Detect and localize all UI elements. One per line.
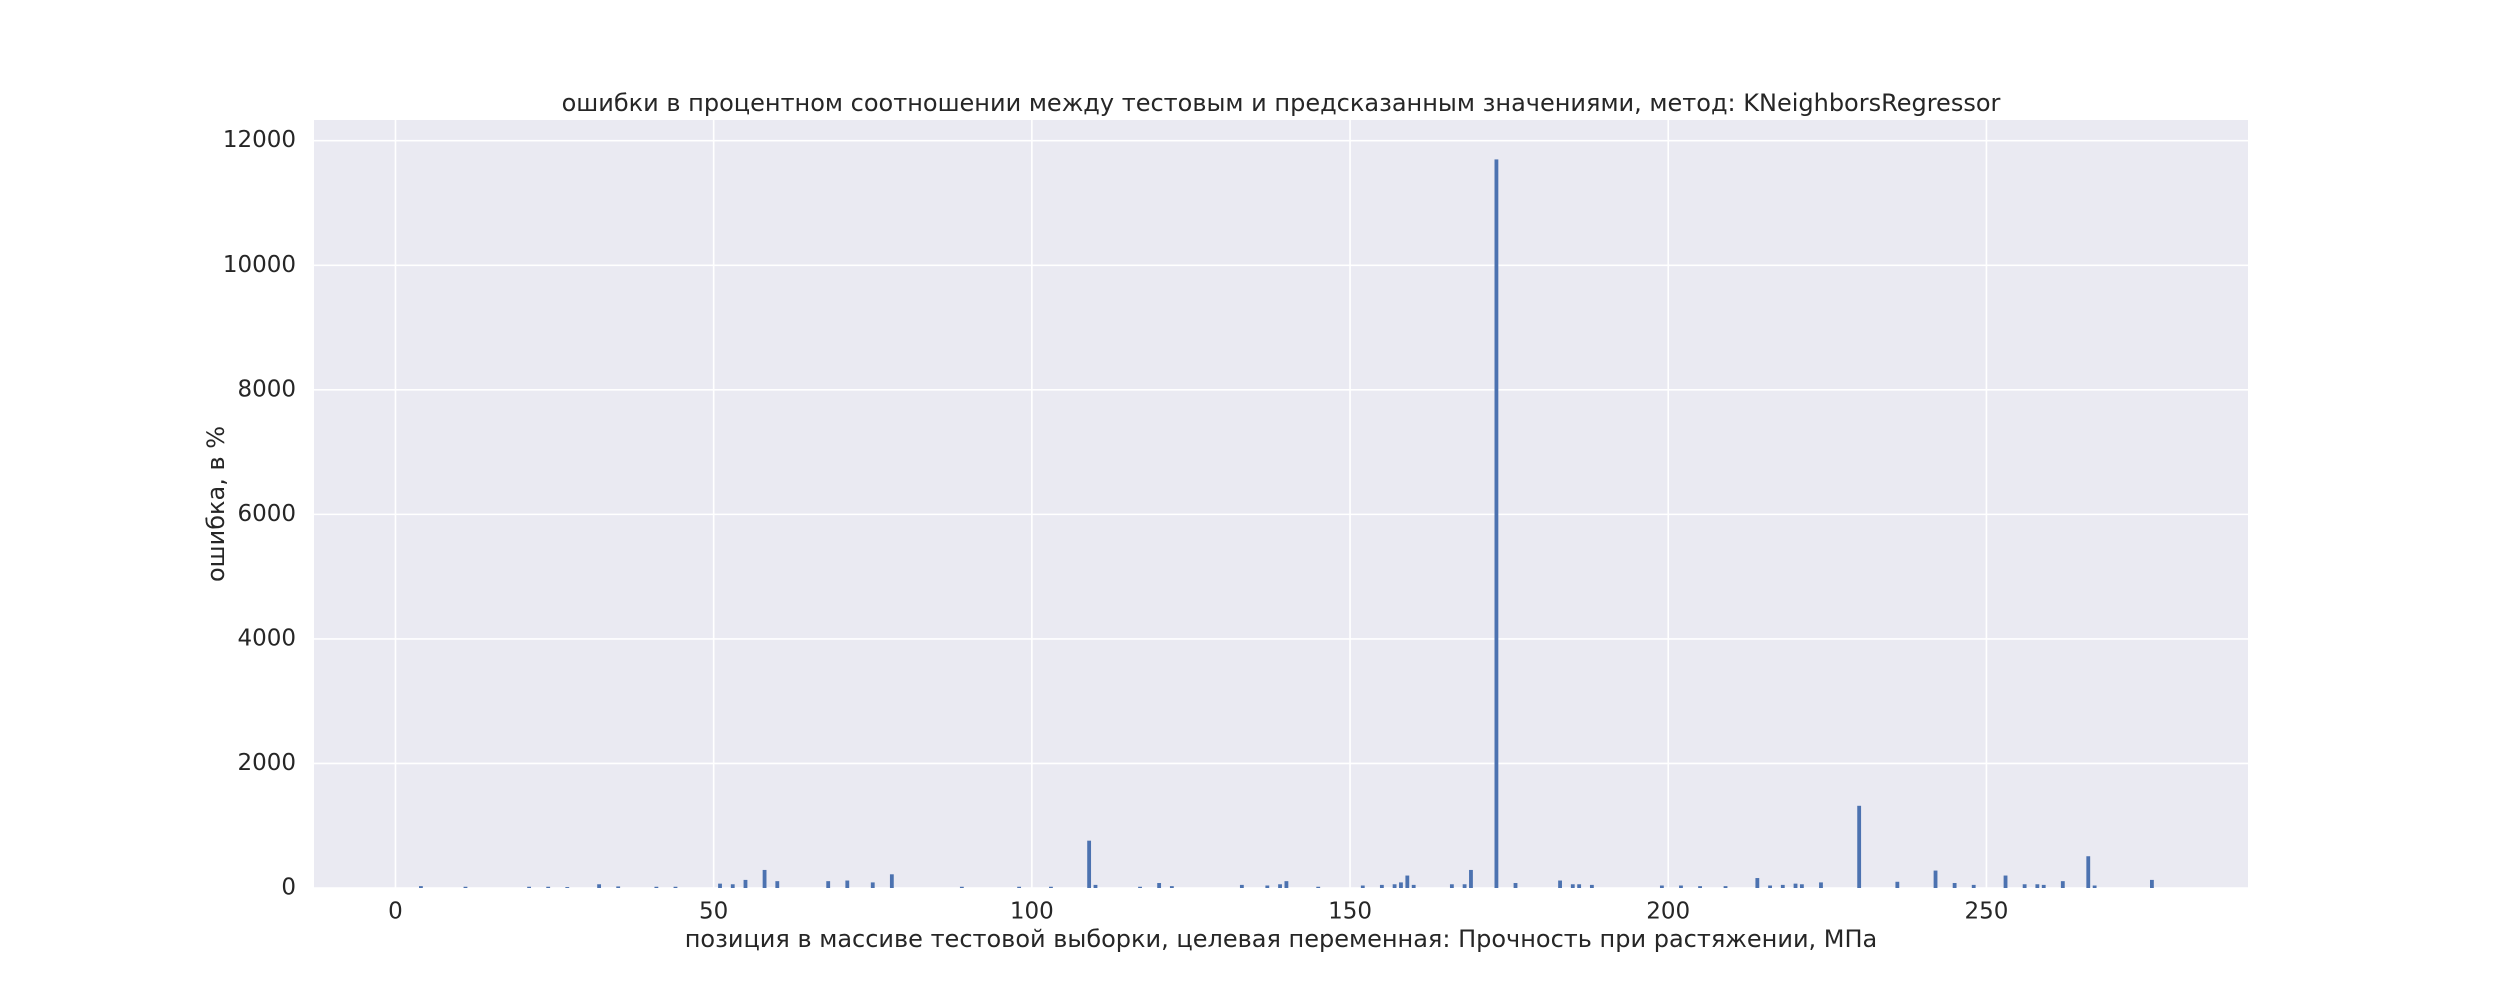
bar bbox=[1723, 886, 1728, 888]
bar bbox=[1793, 883, 1798, 888]
bar bbox=[1399, 882, 1403, 888]
bar bbox=[889, 874, 894, 888]
bar bbox=[2149, 879, 2154, 888]
bar bbox=[1933, 870, 1938, 888]
bar bbox=[673, 886, 678, 888]
bar bbox=[1049, 886, 1053, 888]
y-tick-label: 12000 bbox=[223, 127, 296, 153]
y-tick-label: 0 bbox=[281, 875, 296, 901]
bar bbox=[1780, 884, 1785, 888]
bar bbox=[1360, 885, 1365, 888]
bar bbox=[1278, 884, 1282, 888]
bar bbox=[463, 886, 468, 888]
bar bbox=[565, 887, 570, 888]
bar bbox=[870, 882, 875, 888]
bar bbox=[1768, 885, 1772, 888]
bar bbox=[1679, 885, 1683, 888]
x-tick-label: 100 bbox=[1010, 899, 1054, 925]
bar bbox=[762, 869, 767, 888]
x-tick-label: 200 bbox=[1646, 899, 1690, 925]
bar bbox=[1087, 840, 1092, 888]
x-tick-label: 250 bbox=[1964, 899, 2008, 925]
bar bbox=[1659, 885, 1664, 888]
bar bbox=[1589, 884, 1594, 888]
bar bbox=[743, 879, 748, 888]
bar bbox=[1239, 884, 1244, 888]
bar bbox=[845, 880, 850, 888]
bar bbox=[718, 883, 722, 888]
y-tick-label: 2000 bbox=[237, 750, 296, 776]
bar bbox=[1138, 886, 1142, 888]
bar bbox=[2022, 884, 2027, 888]
y-tick-label: 6000 bbox=[237, 501, 296, 527]
bar bbox=[2035, 884, 2040, 888]
bar bbox=[1379, 884, 1384, 888]
plot-area bbox=[314, 120, 2248, 888]
bar bbox=[1449, 884, 1454, 888]
bar bbox=[2060, 881, 2065, 888]
bar bbox=[730, 884, 735, 888]
bar bbox=[546, 886, 551, 888]
bar bbox=[1513, 883, 1518, 888]
bar bbox=[826, 881, 831, 888]
bar bbox=[1895, 881, 1900, 888]
bar bbox=[1169, 886, 1174, 888]
bar bbox=[1392, 884, 1397, 888]
chart-title: ошибки в процентном соотношении между те… bbox=[562, 89, 2001, 117]
bar bbox=[1698, 886, 1702, 888]
bar bbox=[654, 886, 659, 888]
bar bbox=[2092, 885, 2097, 888]
x-tick-label: 0 bbox=[388, 899, 403, 925]
bar bbox=[1157, 883, 1162, 888]
bar bbox=[1494, 159, 1499, 888]
bar bbox=[1411, 884, 1416, 888]
bar bbox=[1577, 884, 1582, 888]
bar bbox=[1284, 881, 1289, 888]
bar bbox=[1316, 886, 1321, 888]
bar bbox=[1558, 880, 1562, 888]
bar bbox=[959, 886, 964, 888]
bar bbox=[1819, 882, 1823, 888]
bar bbox=[1469, 869, 1473, 888]
x-tick-label: 50 bbox=[699, 899, 728, 925]
bar bbox=[1017, 886, 1022, 888]
bar bbox=[1265, 885, 1270, 888]
bar bbox=[1462, 884, 1467, 888]
y-tick-label: 4000 bbox=[237, 625, 296, 651]
bar bbox=[1755, 878, 1760, 888]
y-tick-label: 10000 bbox=[223, 252, 296, 278]
bar bbox=[1857, 805, 1862, 888]
bar bbox=[527, 886, 532, 888]
bar bbox=[1570, 884, 1575, 888]
bar bbox=[775, 881, 780, 888]
bar bbox=[1799, 884, 1804, 888]
bar bbox=[597, 884, 602, 888]
y-tick-label: 8000 bbox=[237, 376, 296, 402]
x-tick-label: 150 bbox=[1328, 899, 1372, 925]
bar bbox=[1093, 884, 1098, 888]
y-axis-label: ошибка, в % bbox=[202, 426, 230, 582]
bar bbox=[1952, 883, 1957, 888]
bar bbox=[1405, 875, 1410, 888]
bar bbox=[419, 886, 423, 888]
bar bbox=[616, 886, 621, 888]
bar bbox=[2003, 875, 2008, 888]
bar bbox=[1971, 884, 1976, 888]
x-axis-label: позиция в массиве тестовой выборки, целе… bbox=[685, 925, 1878, 953]
bar bbox=[2086, 856, 2091, 888]
bar bbox=[2041, 884, 2046, 888]
